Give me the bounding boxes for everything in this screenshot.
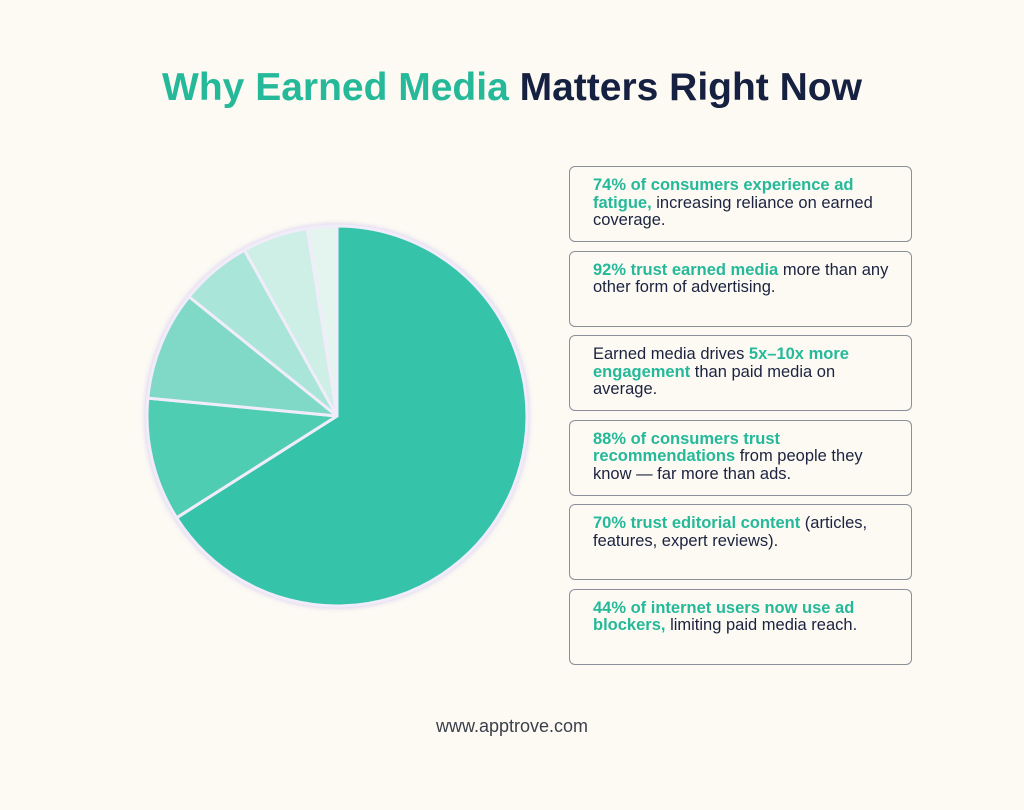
title-part: Why Earned Media: [162, 66, 509, 109]
card-text: 88% of consumers trust recommendations: [593, 429, 781, 466]
card-text: Earned media drives: [593, 345, 745, 364]
card-text: 44% of internet users now use ad blocker…: [593, 598, 855, 635]
card-text: limiting paid media reach.: [670, 616, 858, 635]
card-text: increasing reliance on earned coverage.: [593, 193, 873, 229]
card-text: 70% trust editorial content: [593, 514, 801, 533]
card-text: 74% of consumers experience ad fatigue,: [593, 176, 854, 212]
card-text: 5x–10x more engagement: [593, 345, 849, 381]
fact-card: 88% of consumers trust recommendations f…: [569, 419, 912, 496]
fact-card: Earned media drives 5x–10x more engageme…: [569, 335, 912, 412]
fact-card: 74% of consumers experience ad fatigue, …: [569, 166, 912, 242]
pie-slice: [145, 396, 339, 520]
pie-chart: [145, 224, 529, 608]
title: Why Earned Media Matters Right Now: [0, 66, 1024, 110]
pie-slice: [146, 295, 339, 418]
footer-url: www.apptrove.com: [435, 716, 589, 736]
fact-card: 70% trust editorial content (articles, f…: [569, 504, 912, 581]
pie-slice: [305, 224, 339, 418]
card-text: from people they know — far more than ad…: [593, 447, 863, 483]
card-text: more than any other form of advertising.: [593, 260, 889, 297]
card-text: than paid media on average.: [593, 362, 836, 399]
card-text: 92% trust earned media: [593, 260, 779, 279]
pie-slice: [175, 224, 529, 608]
card-list: 74% of consumers experience ad fatigue, …: [569, 166, 912, 674]
title-part: Matters Right Now: [519, 66, 862, 109]
fact-card: 44% of internet users now use ad blocker…: [569, 588, 912, 665]
pie-slices: [145, 224, 529, 608]
fact-card: 92% trust earned media more than any oth…: [569, 250, 912, 327]
card-text: (articles, features, expert reviews).: [593, 514, 868, 550]
